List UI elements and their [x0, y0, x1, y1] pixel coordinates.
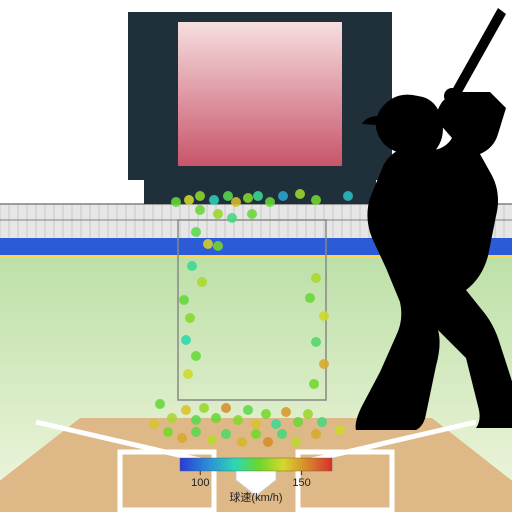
pitch-point — [191, 415, 201, 425]
pitch-point — [227, 213, 237, 223]
pitch-point — [191, 227, 201, 237]
pitch-point — [155, 399, 165, 409]
pitch-point — [213, 241, 223, 251]
pitch-location-chart: 100 150 球速(km/h) — [0, 0, 512, 512]
pitch-point — [335, 425, 345, 435]
pitch-point — [311, 195, 321, 205]
pitch-point — [237, 437, 247, 447]
pitch-point — [243, 193, 253, 203]
scoreboard — [128, 12, 392, 204]
pitch-point — [195, 205, 205, 215]
pitch-point — [197, 277, 207, 287]
pitch-point — [243, 405, 253, 415]
pitch-point — [231, 197, 241, 207]
pitch-point — [181, 405, 191, 415]
pitch-point — [253, 191, 263, 201]
pitch-point — [291, 437, 301, 447]
pitch-point — [199, 403, 209, 413]
pitch-point — [163, 427, 173, 437]
pitch-point — [311, 273, 321, 283]
colorbar-tick-label: 100 — [191, 477, 209, 489]
pitch-point — [177, 433, 187, 443]
pitch-point — [167, 413, 177, 423]
pitch-point — [271, 419, 281, 429]
pitch-point — [203, 239, 213, 249]
pitch-point — [319, 311, 329, 321]
pitch-point — [263, 437, 273, 447]
pitch-point — [223, 191, 233, 201]
pitch-point — [191, 351, 201, 361]
pitch-point — [317, 417, 327, 427]
pitch-point — [343, 191, 353, 201]
pitch-point — [209, 195, 219, 205]
pitch-point — [185, 313, 195, 323]
pitch-point — [191, 427, 201, 437]
pitch-point — [251, 419, 261, 429]
pitch-point — [183, 369, 193, 379]
pitch-point — [233, 415, 243, 425]
pitch-point — [311, 337, 321, 347]
pitch-point — [265, 197, 275, 207]
pitch-point — [251, 429, 261, 439]
pitch-point — [187, 261, 197, 271]
pitch-point — [293, 417, 303, 427]
pitch-point — [221, 429, 231, 439]
pitch-point — [207, 435, 217, 445]
pitch-point — [277, 429, 287, 439]
pitch-point — [278, 191, 288, 201]
pitch-point — [305, 293, 315, 303]
pitch-point — [221, 403, 231, 413]
colorbar-title: 球速(km/h) — [229, 490, 282, 504]
pitch-point — [213, 209, 223, 219]
pitch-point — [247, 209, 257, 219]
pitch-point — [171, 197, 181, 207]
pitch-point — [261, 409, 271, 419]
pitch-point — [319, 359, 329, 369]
pitch-point — [184, 195, 194, 205]
pitch-point — [281, 407, 291, 417]
pitch-point — [303, 409, 313, 419]
pitch-point — [211, 413, 221, 423]
pitch-point — [195, 191, 205, 201]
pitch-point — [181, 335, 191, 345]
pitch-point — [295, 189, 305, 199]
colorbar-tick-label: 150 — [292, 477, 310, 489]
scoreboard-screen — [178, 22, 342, 166]
colorbar-gradient — [180, 458, 332, 471]
pitch-point — [311, 429, 321, 439]
pitch-point — [179, 295, 189, 305]
pitch-point — [149, 419, 159, 429]
pitch-point — [309, 379, 319, 389]
